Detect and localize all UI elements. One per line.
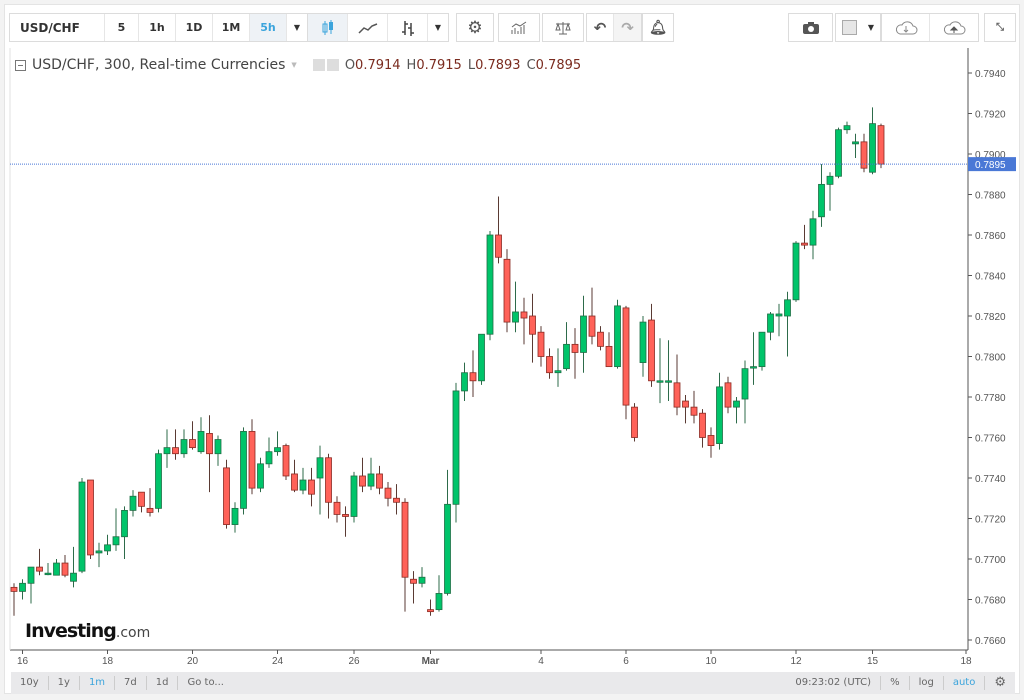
color-swatch-icon [841, 20, 857, 35]
alert-button[interactable]: 🔔︎ [643, 14, 673, 41]
chart-properties-button[interactable]: ⚙ [985, 676, 1015, 690]
bottom-toolbar: 10y 1y 1m 7d 1d Go to... 09:23:02 (UTC) … [11, 672, 1015, 694]
interval-1h[interactable]: 1h [139, 14, 176, 41]
clock-time: 09:23:02 (UTC) [786, 676, 882, 690]
range-1d[interactable]: 1d [147, 676, 179, 690]
alert-bell-icon: 🔔︎ [649, 19, 667, 36]
auto-scale-toggle[interactable]: auto [944, 676, 986, 690]
visibility-eye-icon[interactable] [312, 59, 325, 71]
interval-toolbar: USD/CHF 5 1h 1D 1M 5h ▼ [9, 13, 308, 42]
redo-icon: ↷ [621, 18, 634, 37]
fullscreen-icon: ⤡ [996, 22, 1004, 33]
goto-date-button[interactable]: Go to... [187, 677, 224, 688]
low-label: L [467, 57, 476, 73]
camera-icon [802, 21, 819, 34]
snapshot-button[interactable] [789, 14, 832, 41]
compare-toolbar [542, 13, 584, 42]
open-value: 0.7914 [355, 57, 401, 73]
chevron-down-icon: ▼ [293, 23, 301, 32]
chevron-down-icon[interactable]: ▼ [291, 61, 297, 69]
color-dropdown[interactable]: ▼ [862, 14, 880, 41]
undo-icon: ↶ [593, 18, 607, 37]
save-chart-button[interactable] [930, 14, 978, 41]
symbol-search-button[interactable]: USD/CHF [10, 14, 105, 41]
bar-chart-button[interactable] [388, 14, 428, 41]
candlestick-icon [322, 19, 333, 35]
series-settings-icon[interactable] [326, 59, 339, 71]
range-10y[interactable]: 10y [11, 676, 49, 690]
snapshot-toolbar [788, 13, 833, 42]
interval-1d[interactable]: 1D [176, 14, 213, 41]
color-swatch-button[interactable] [836, 14, 862, 41]
compare-scale-icon [555, 21, 571, 34]
close-label: C [526, 57, 536, 73]
range-7d[interactable]: 7d [115, 676, 147, 690]
indicators-toolbar [498, 13, 540, 42]
indicators-icon [511, 21, 527, 34]
compare-button[interactable] [543, 14, 583, 41]
legend-title[interactable]: USD/CHF, 300, Real-time Currencies [32, 57, 286, 73]
investing-logo: Investing.com [25, 620, 151, 642]
line-chart-icon [357, 22, 377, 34]
chart-legend: USD/CHF, 300, Real-time Currencies ▼ O0.… [15, 57, 581, 73]
fullscreen-toolbar: ⤡ [984, 13, 1016, 42]
settings-toolbar: ⚙ [456, 13, 494, 42]
chart-type-toolbar: ▼ [307, 13, 449, 42]
alert-toolbar: 🔔︎ [642, 13, 674, 42]
chevron-down-icon: ▼ [867, 23, 875, 32]
indicators-button[interactable] [499, 14, 539, 41]
cloud-toolbar [881, 13, 979, 42]
cloud-download-icon [895, 20, 917, 34]
interval-5h[interactable]: 5h [250, 14, 287, 41]
candlestick-button[interactable] [308, 14, 348, 41]
percent-scale-toggle[interactable]: % [881, 676, 910, 690]
interval-5[interactable]: 5 [105, 14, 139, 41]
interval-1m[interactable]: 1M [213, 14, 250, 41]
redo-button[interactable]: ↷ [614, 14, 641, 41]
high-value: 0.7915 [416, 57, 462, 73]
color-toolbar: ▼ [835, 13, 881, 42]
log-scale-toggle[interactable]: log [910, 676, 944, 690]
fullscreen-button[interactable]: ⤡ [985, 14, 1015, 41]
close-value: 0.7895 [535, 57, 582, 73]
gear-icon: ⚙ [994, 675, 1006, 690]
chart-type-dropdown[interactable]: ▼ [428, 14, 448, 41]
range-1m[interactable]: 1m [80, 676, 116, 690]
load-chart-button[interactable] [882, 14, 930, 41]
settings-button[interactable]: ⚙ [457, 14, 493, 41]
interval-dropdown-button[interactable]: ▼ [287, 14, 307, 41]
collapse-legend-icon[interactable] [15, 59, 26, 71]
gear-icon: ⚙ [467, 17, 483, 38]
open-label: O [344, 57, 356, 73]
history-toolbar: ↶ ↷ [586, 13, 642, 42]
low-value: 0.7893 [475, 57, 521, 73]
range-1y[interactable]: 1y [49, 676, 80, 690]
high-label: H [406, 57, 417, 73]
undo-button[interactable]: ↶ [587, 14, 614, 41]
line-chart-button[interactable] [348, 14, 388, 41]
cloud-upload-icon [943, 20, 966, 34]
bar-chart-icon [401, 20, 414, 36]
chart-widget: USD/CHF 5 1h 1D 1M 5h ▼ ▼ ⚙ ↶ ↷ 🔔︎ ▼ ⤡ [4, 4, 1020, 694]
chevron-down-icon: ▼ [434, 23, 442, 32]
